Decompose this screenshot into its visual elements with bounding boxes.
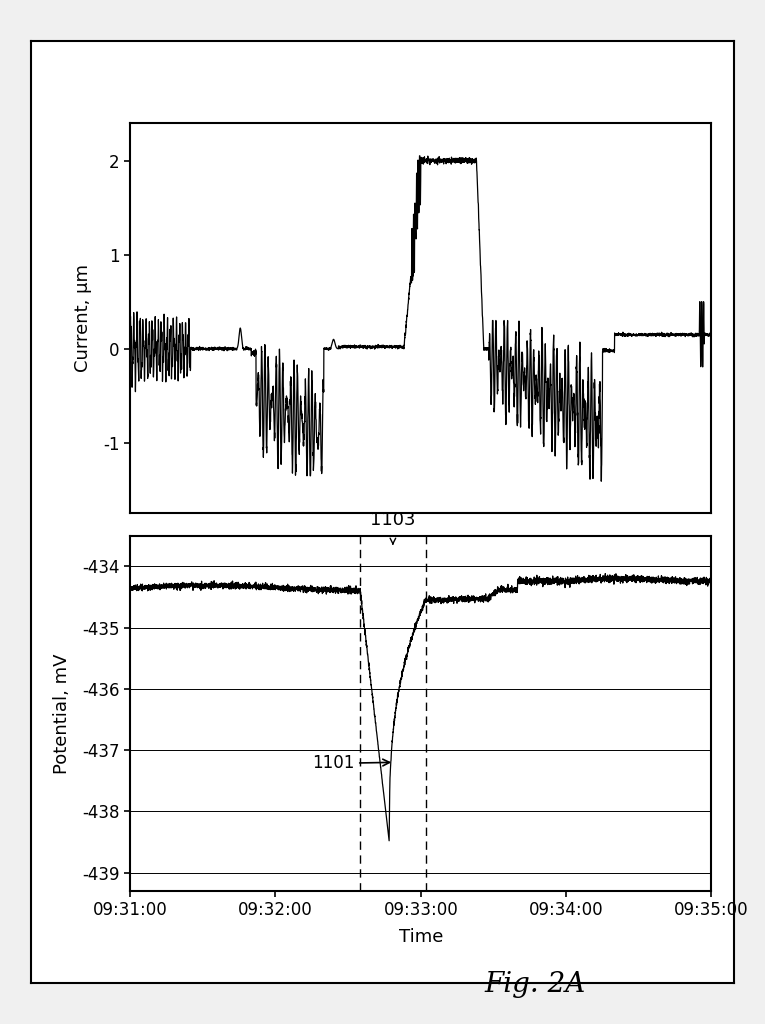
Y-axis label: Potential, mV: Potential, mV [53,653,71,773]
Text: 1101: 1101 [312,755,389,772]
X-axis label: Time: Time [399,928,443,945]
Text: Fig. 2A: Fig. 2A [485,972,586,998]
Y-axis label: Current, μm: Current, μm [74,264,92,372]
Text: 1103: 1103 [370,511,415,528]
